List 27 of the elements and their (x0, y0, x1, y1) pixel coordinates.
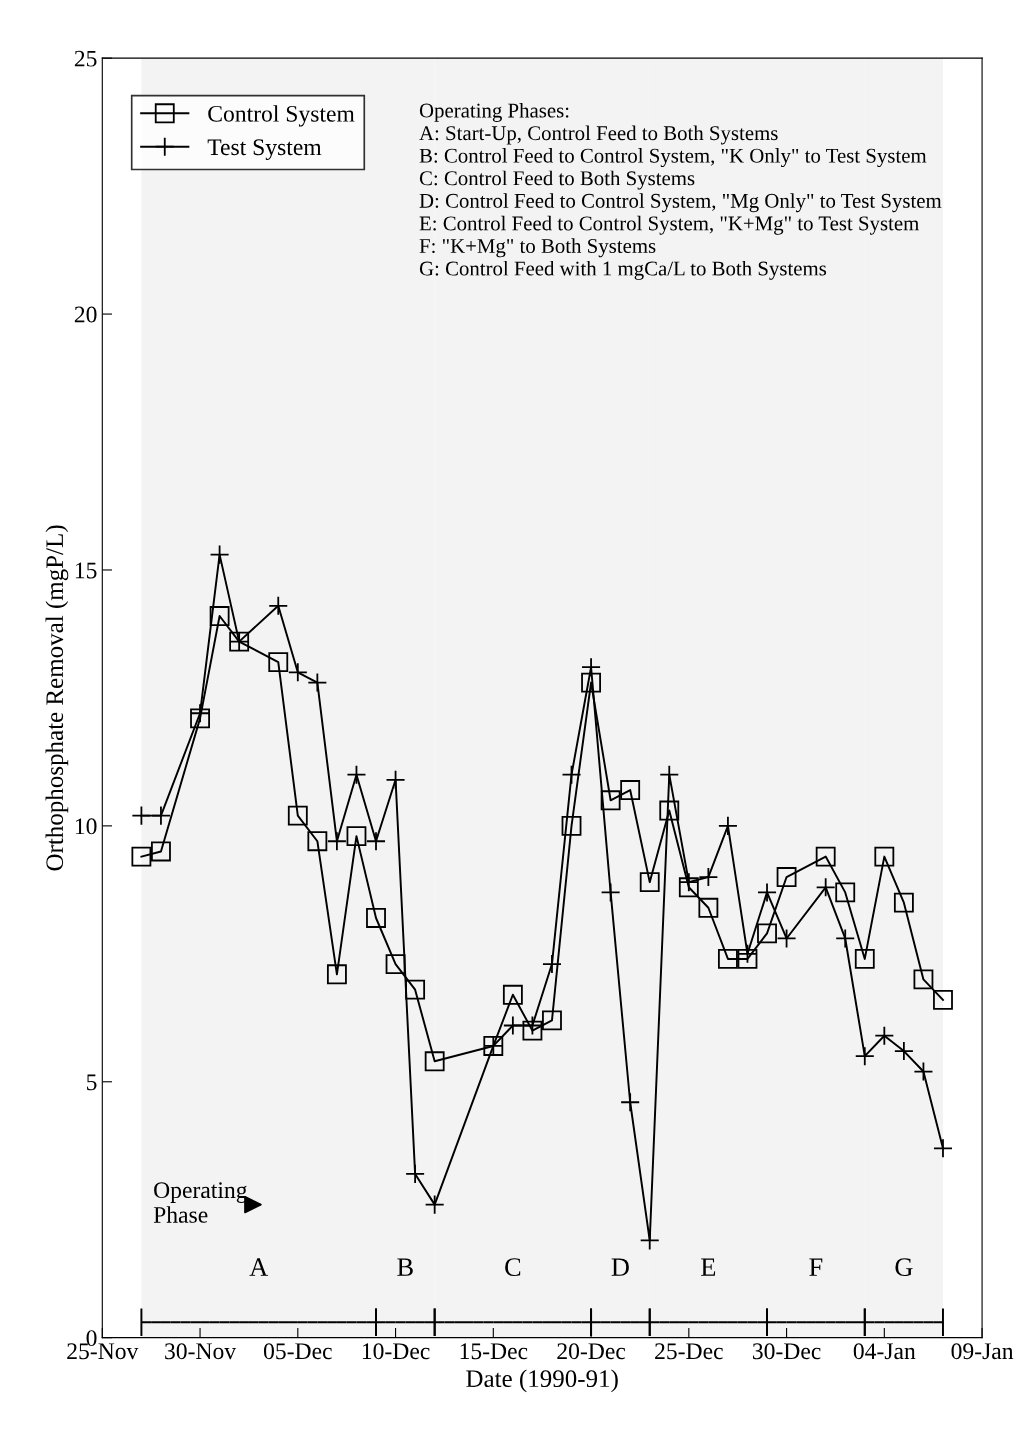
x-tick-label: 10-Dec (362, 1343, 430, 1360)
x-tick-label: 15-Dec (460, 1343, 528, 1360)
legend-label: Test System (207, 139, 322, 161)
y-tick-label: 5 (87, 1074, 97, 1091)
band-label: A (249, 1258, 269, 1276)
annotation: Operating Phase (153, 1182, 248, 1223)
y-tick-label: 25 (74, 50, 97, 67)
x-tick-label: 05-Dec (263, 1343, 332, 1360)
y-tick-label: 20 (74, 306, 97, 323)
band-label: E (701, 1258, 716, 1276)
band-label: B (397, 1258, 413, 1276)
x-tick-label: 30-Nov (165, 1343, 237, 1360)
band-label: C (505, 1258, 521, 1277)
band-label: F (809, 1258, 823, 1276)
x-tick-label: 20-Dec (557, 1343, 626, 1360)
legend-label: Control System (208, 105, 355, 127)
x-tick-label: 09-Jan (951, 1343, 1014, 1360)
band-label: D (611, 1258, 629, 1276)
y-tick-label: 15 (75, 562, 97, 579)
annotation: Operating Phases: A: Start-Up, Control Feed to Both Systems B: Control Feed to Control System, "K Only" to Test System C: Control Feed to Both Systems D: Control Feed to Control System, "Mg Only" to Test System E: Control Feed to Control System, "K+Mg" to Test System F: "K+Mg" to Both Systems G: Control Feed with 1 mgCa/L to Both Systems (419, 102, 942, 280)
band-label: G (895, 1258, 913, 1277)
y-axis-title: Orthophosphate Removal (mgP/L) (45, 525, 69, 871)
x-tick-label: 04-Jan (853, 1343, 916, 1360)
y-tick-label: 10 (75, 818, 97, 835)
x-axis-title: Date (1990-91) (466, 1369, 618, 1393)
x-tick-label: 30-Dec (752, 1343, 821, 1360)
x-tick-label: 25-Dec (655, 1343, 723, 1360)
